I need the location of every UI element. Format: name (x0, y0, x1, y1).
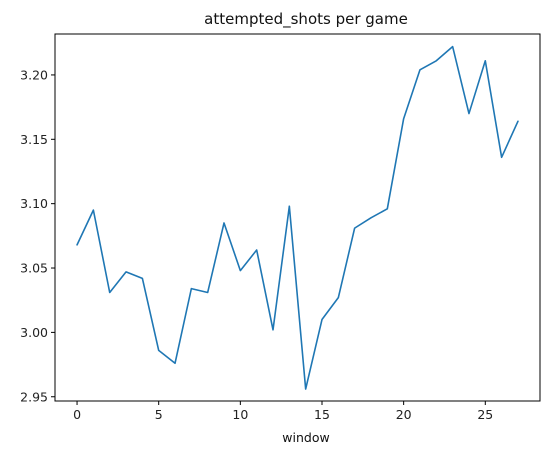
plot-area (54, 33, 541, 402)
y-axis: 2.95 3.00 3.05 3.10 3.15 3.20 (20, 67, 55, 404)
x-axis: 0 5 10 15 20 25 (73, 401, 493, 422)
x-tick-label: 10 (232, 407, 248, 422)
x-tick-label: 15 (314, 407, 330, 422)
x-axis-label: window (282, 430, 329, 445)
y-tick-label: 3.20 (20, 67, 48, 82)
axes-frame (54, 33, 541, 402)
y-tick-label: 3.00 (20, 325, 48, 340)
y-tick-label: 3.15 (20, 132, 48, 147)
x-tick-label: 0 (73, 407, 81, 422)
y-tick-label: 3.05 (20, 261, 48, 276)
y-tick-label: 2.95 (20, 389, 48, 404)
x-tick-label: 25 (477, 407, 493, 422)
y-tick-label: 3.10 (20, 196, 48, 211)
series-line (76, 45, 519, 390)
x-tick-label: 5 (155, 407, 163, 422)
x-tick-label: 20 (396, 407, 412, 422)
chart-title: attempted_shots per game (204, 10, 408, 29)
